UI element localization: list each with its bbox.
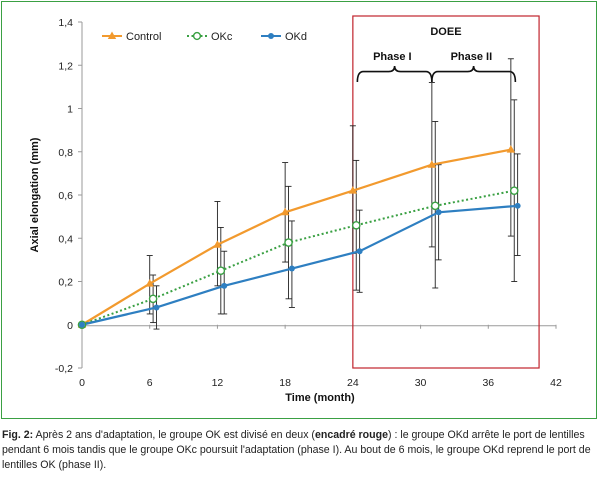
figure-frame	[1, 1, 597, 419]
control-point	[427, 160, 437, 168]
error-bars	[146, 58, 521, 330]
figure-caption: Fig. 2: Après 2 ans d'adaptation, le gro…	[2, 428, 596, 473]
series-markers	[77, 145, 521, 330]
okd-point	[356, 248, 363, 255]
legend-item-okd: OKd	[261, 31, 307, 43]
series-lines	[81, 148, 518, 326]
okd-series-line	[81, 204, 518, 326]
okc-point	[216, 266, 226, 275]
legend-marker	[192, 31, 202, 41]
x-tick-label: 12	[212, 377, 224, 389]
legend-label: Control	[126, 31, 161, 43]
okd-point	[435, 209, 442, 216]
y-tick-label: 0,4	[58, 233, 73, 245]
phase1-label: Phase I	[373, 51, 412, 63]
control-point	[213, 240, 222, 248]
x-tick-label: 36	[482, 377, 494, 389]
legend: Control OKc OKd	[102, 31, 307, 43]
y-tick-label: 1	[67, 104, 73, 116]
y-tick-label: 0,8	[58, 147, 73, 159]
control-point	[348, 186, 358, 194]
axial-elongation-chart: -0,200,20,40,60,811,21,4 0 6 12 18 24 30 36 42 …	[29, 15, 562, 404]
x-tick-label: 24	[347, 377, 359, 389]
okc-point	[351, 220, 361, 230]
x-tick-label: 18	[279, 377, 291, 389]
okd-error-bar	[288, 220, 295, 308]
y-tick-label: 0	[67, 320, 73, 332]
okc-point	[284, 238, 293, 247]
doee-label: DOEE	[430, 26, 461, 38]
control-point	[145, 279, 154, 287]
okd-point	[514, 202, 521, 209]
legend-marker	[268, 33, 274, 39]
phase1-brace	[356, 65, 433, 83]
control-series-line	[81, 148, 512, 326]
okc-point	[430, 201, 440, 211]
okd-error-bar	[221, 250, 228, 315]
x-tick-label: 6	[147, 377, 153, 389]
legend-item-okc: OKc	[187, 31, 233, 43]
caption-bold-1: encadré rouge	[314, 429, 388, 441]
y-axis-label: Axial elongation (mm)	[29, 137, 41, 252]
y-tick-label: 1,2	[58, 60, 73, 72]
phase2-brace	[431, 65, 517, 83]
okc-point	[509, 186, 519, 195]
y-tick-label: 0,6	[58, 190, 73, 202]
x-tick-label: 30	[415, 377, 427, 389]
okc-point	[148, 294, 158, 304]
control-point	[280, 207, 290, 216]
y-tick-labels: -0,2 0 0,2 0,4 0,6 0,8 1 1,2 1,4	[55, 17, 82, 375]
okd-point	[79, 321, 85, 328]
y-tick-label: -0,2	[55, 363, 73, 375]
control-point	[506, 145, 516, 153]
x-tick-label: 42	[550, 377, 562, 389]
caption-label: Fig. 2:	[2, 429, 34, 441]
legend-label: OKd	[285, 31, 307, 43]
okd-point	[221, 282, 228, 289]
y-tick-label: 0,2	[58, 277, 73, 289]
legend-item-control: Control	[102, 31, 161, 43]
legend-label: OKc	[211, 31, 233, 43]
caption-text-1: Après 2 ans d'adaptation, le groupe OK e…	[33, 429, 315, 441]
x-axis-label: Time (month)	[285, 392, 355, 404]
phase2-label: Phase II	[451, 51, 493, 63]
okd-point	[153, 304, 160, 311]
x-tick-labels: 0 6 12 18 24 30 36 42	[79, 324, 562, 389]
okd-point	[288, 265, 295, 272]
caption-text-2: ) : le groupe OKd arrête le port de lent…	[2, 429, 591, 471]
x-tick-label: 0	[79, 377, 85, 389]
y-tick-label: 1,4	[58, 17, 73, 29]
legend-marker	[107, 31, 117, 39]
